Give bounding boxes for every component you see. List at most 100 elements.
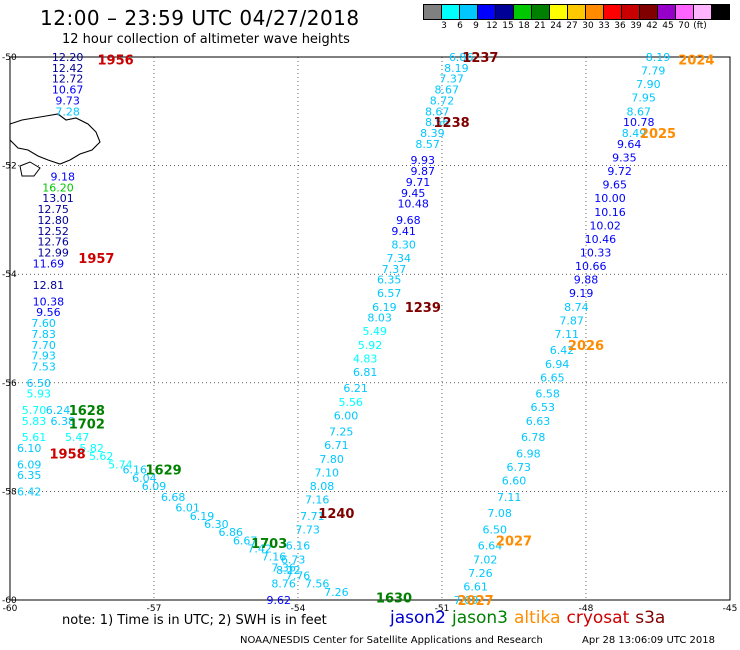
legend-swatch — [531, 4, 550, 20]
swh-value: 7.26 — [324, 586, 349, 599]
swh-value: 10.33 — [580, 246, 612, 259]
swh-value: 7.10 — [315, 466, 340, 479]
swh-value: 13.01 — [42, 192, 74, 205]
swh-value: 6.63 — [526, 415, 551, 428]
legend-tick-label: 27 — [566, 21, 578, 31]
legend-swatch — [621, 4, 640, 20]
legend-tick-label: 30 — [582, 21, 594, 31]
swh-value: 8.03 — [367, 312, 392, 325]
legend-swatch — [423, 4, 442, 20]
swh-value: 9.71 — [406, 176, 431, 189]
swh-value: 8.67 — [425, 105, 450, 118]
time-label: 1237 — [462, 51, 498, 66]
swh-value: 12.20 — [52, 51, 84, 64]
swh-value: 7.70 — [31, 339, 56, 352]
plot-frame — [9, 56, 731, 601]
swh-value: 7.73 — [295, 523, 320, 536]
swh-value: 6.01 — [175, 502, 200, 515]
swh-value: 7.16 — [305, 494, 330, 507]
swh-value: 6.58 — [535, 388, 560, 401]
time-label: 1239 — [405, 301, 441, 316]
island-outline-small — [19, 161, 41, 177]
swh-value: 12.80 — [37, 214, 69, 227]
swh-value: 7.56 — [305, 578, 330, 591]
swh-value: 6.16 — [286, 540, 311, 553]
swh-value: 7.34 — [387, 252, 412, 265]
time-label: 1703 — [251, 537, 287, 552]
time-label: 1628 — [69, 404, 105, 419]
time-label: 1957 — [78, 252, 114, 267]
swh-value: 16.20 — [42, 181, 74, 194]
swh-value: 6.30 — [204, 518, 229, 531]
swh-value: 12.99 — [37, 246, 69, 259]
swh-value: 7.11 — [497, 491, 522, 504]
y-tick-label: -52 — [2, 162, 17, 172]
time-label: 1630 — [376, 591, 412, 606]
legend-tick-label: 33 — [598, 21, 610, 31]
time-label: 2024 — [678, 54, 714, 69]
y-tick-label: -56 — [2, 379, 17, 389]
swh-value: 9.45 — [401, 187, 426, 200]
swh-value: 9.93 — [411, 154, 436, 167]
swh-value: 9.56 — [36, 306, 61, 319]
legend-tick-label: 42 — [646, 21, 658, 31]
swh-value: 7.37 — [439, 73, 464, 86]
time-label: 2026 — [568, 339, 604, 354]
legend-swatch — [513, 4, 532, 20]
legend-tick-label: (ft) — [693, 21, 707, 31]
swh-value: 9.62 — [267, 594, 292, 607]
swh-value: 6.00 — [334, 409, 359, 422]
swh-value: 5.56 — [339, 396, 364, 409]
swh-value: 10.16 — [594, 206, 626, 219]
legend-tick-label: 45 — [662, 21, 674, 31]
swh-value: 10.67 — [52, 84, 84, 97]
swh-value: 6.61 — [463, 580, 488, 593]
swh-value: 7.16 — [262, 551, 287, 564]
time-label: 2025 — [640, 127, 676, 142]
swh-value: 6.09 — [17, 458, 42, 471]
swh-value: 4.83 — [353, 352, 378, 365]
note-text: note: 1) Time is in UTC; 2) SWH is in fe… — [62, 613, 327, 628]
time-label: 1702 — [69, 418, 105, 433]
falkland-islands-land — [9, 113, 101, 165]
legend-tick-label: 3 — [441, 21, 447, 31]
legend-swatch — [549, 4, 568, 20]
swh-value: 5.83 — [22, 415, 47, 428]
chart-title: 12:00 – 23:59 UTC 04/27/2018 — [40, 6, 360, 30]
satellite-name: cryosat — [566, 608, 630, 628]
legend-tick-label: 18 — [518, 21, 530, 31]
swh-value: 12.72 — [52, 73, 84, 86]
satellite-legend: jason2 jason3 altika cryosat s3a — [390, 608, 671, 628]
swh-value: 6.60 — [502, 475, 527, 488]
swh-value: 7.60 — [31, 317, 56, 330]
x-tick-label: -48 — [579, 604, 594, 614]
swh-value: 6.10 — [17, 442, 42, 455]
swh-value: 8.49 — [622, 127, 647, 140]
legend-swatch — [441, 4, 460, 20]
time-label: 1629 — [146, 464, 182, 479]
x-tick-label: -45 — [723, 604, 738, 614]
swh-value: 10.00 — [594, 192, 626, 205]
swh-value: 12.75 — [37, 203, 69, 216]
swh-value: 6.57 — [377, 287, 402, 300]
legend-swatch — [567, 4, 586, 20]
swh-value: 8.08 — [310, 480, 335, 493]
swh-value: 9.87 — [411, 165, 436, 178]
swh-value: 5.92 — [358, 339, 383, 352]
swh-value: 6.09 — [142, 480, 167, 493]
swh-value: 7.09 — [454, 594, 479, 607]
swh-value: 8.72 — [430, 94, 455, 107]
time-label: 2027 — [458, 594, 494, 609]
swh-value: 9.18 — [51, 170, 76, 183]
swh-value: 7.87 — [559, 314, 584, 327]
satellite-name: jason2 — [390, 608, 446, 628]
swh-value: 7.36 — [271, 561, 296, 574]
legend-swatch — [693, 4, 712, 20]
swh-value: 6.71 — [324, 439, 349, 452]
legend-tick-label: 39 — [630, 21, 642, 31]
swh-value: 5.93 — [27, 388, 52, 401]
chart-subtitle: 12 hour collection of altimeter wave hei… — [62, 32, 350, 47]
swh-value: 10.66 — [575, 260, 607, 273]
